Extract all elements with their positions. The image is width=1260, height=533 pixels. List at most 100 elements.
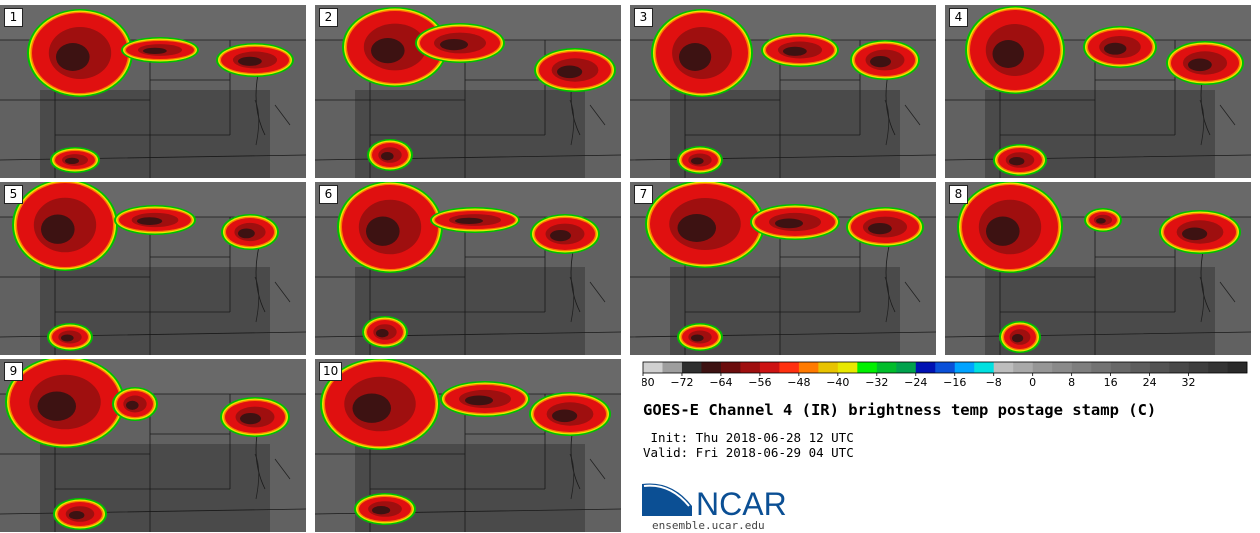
main-convective-system bbox=[342, 7, 448, 87]
map-panel: 2 bbox=[315, 5, 621, 178]
ir-satellite-map bbox=[315, 5, 621, 178]
member-number-label: 5 bbox=[4, 185, 23, 204]
colorbar-segment bbox=[954, 362, 975, 373]
storm-cell bbox=[114, 205, 196, 235]
storm-cell bbox=[1166, 41, 1244, 85]
main-convective-system bbox=[965, 6, 1065, 94]
storm-cell bbox=[415, 23, 505, 63]
colorbar-tick-label: 0 bbox=[1029, 376, 1036, 387]
ir-satellite-map bbox=[0, 5, 306, 178]
main-convective-system bbox=[12, 182, 118, 271]
storm-cell bbox=[216, 43, 294, 77]
member-number-label: 3 bbox=[634, 8, 653, 27]
member-number-label: 7 bbox=[634, 185, 653, 204]
colorbar-segment bbox=[974, 362, 995, 373]
storm-cell bbox=[534, 48, 616, 92]
map-panel: 10 bbox=[315, 359, 621, 532]
ir-satellite-map bbox=[630, 5, 936, 178]
colorbar-tick-label: 16 bbox=[1104, 376, 1118, 387]
colorbar-segment bbox=[935, 362, 956, 373]
colorbar-segment bbox=[1188, 362, 1209, 373]
colorbar-segment bbox=[681, 362, 702, 373]
colorbar-segment bbox=[1130, 362, 1150, 373]
member-number-label: 9 bbox=[4, 362, 23, 381]
main-convective-system bbox=[337, 182, 443, 273]
colorbar-segment bbox=[896, 362, 917, 373]
colorbar-tick-label: −72 bbox=[670, 376, 693, 387]
ir-satellite-map bbox=[315, 182, 621, 355]
colorbar-tick-label: 24 bbox=[1143, 376, 1157, 387]
map-panel: 1 bbox=[0, 5, 306, 178]
colorbar-tick-label: −32 bbox=[865, 376, 888, 387]
main-convective-system bbox=[957, 182, 1063, 273]
lake-outline bbox=[569, 453, 606, 500]
colorbar-segment bbox=[1149, 362, 1170, 373]
storm-cell bbox=[1083, 26, 1157, 68]
storm-cell bbox=[47, 323, 93, 351]
map-panel: 6 bbox=[315, 182, 621, 355]
colorbar-segment bbox=[701, 362, 722, 373]
chart-title: GOES-E Channel 4 (IR) brightness temp po… bbox=[643, 401, 1157, 419]
storm-cell bbox=[430, 207, 520, 233]
ir-satellite-map bbox=[945, 5, 1251, 178]
colorbar-segment bbox=[1169, 362, 1189, 373]
colorbar-tick-label: −16 bbox=[943, 376, 966, 387]
member-number-label: 8 bbox=[949, 185, 968, 204]
main-convective-system bbox=[27, 9, 133, 97]
colorbar-segment bbox=[1110, 362, 1131, 373]
colorbar-segment bbox=[759, 362, 780, 373]
site-url: ensemble.ucar.edu bbox=[652, 519, 765, 532]
storm-cell bbox=[53, 498, 107, 530]
colorbar-segment bbox=[1227, 362, 1248, 373]
storm-cell bbox=[999, 321, 1041, 353]
colorbar-segment bbox=[643, 362, 663, 373]
storm-cell bbox=[850, 40, 920, 80]
map-panel: 9 bbox=[0, 359, 306, 532]
valid-time: Valid: Fri 2018-06-29 04 UTC bbox=[643, 445, 854, 460]
main-convective-system bbox=[320, 359, 440, 450]
member-number-label: 2 bbox=[319, 8, 338, 27]
colorbar-segment bbox=[876, 362, 897, 373]
colorbar-segment bbox=[740, 362, 761, 373]
storm-cell bbox=[112, 387, 158, 421]
ir-satellite-map bbox=[945, 182, 1251, 355]
colorbar-tick-label: −56 bbox=[748, 376, 771, 387]
colorbar-segment bbox=[915, 362, 936, 373]
map-panel: 4 bbox=[945, 5, 1251, 178]
init-time: Init: Thu 2018-06-28 12 UTC bbox=[643, 430, 854, 445]
colorbar-segment bbox=[1013, 362, 1033, 373]
colorbar-tick-label: −80 bbox=[642, 376, 655, 387]
colorbar-segment bbox=[1091, 362, 1111, 373]
storm-cell bbox=[440, 381, 530, 417]
colorbar-segment bbox=[720, 362, 741, 373]
colorbar-frame bbox=[642, 361, 1248, 374]
ncar-logo: NCAR bbox=[642, 483, 787, 518]
colorbar-segment bbox=[837, 362, 858, 373]
ir-satellite-map bbox=[630, 182, 936, 355]
storm-cell bbox=[121, 37, 199, 63]
colorbar-segment bbox=[1208, 362, 1228, 373]
map-panel: 7 bbox=[630, 182, 936, 355]
storm-cell bbox=[750, 204, 840, 240]
lake-outline bbox=[884, 99, 921, 146]
map-panel: 3 bbox=[630, 5, 936, 178]
colorbar-segment bbox=[993, 362, 1014, 373]
ncar-logo-text: NCAR bbox=[696, 486, 787, 518]
lake-outline bbox=[1199, 99, 1236, 146]
colorbar-segment bbox=[662, 362, 683, 373]
member-number-label: 4 bbox=[949, 8, 968, 27]
storm-cell bbox=[1084, 208, 1122, 232]
colorbar-segment bbox=[1032, 362, 1053, 373]
storm-cell bbox=[846, 207, 924, 247]
storm-cell bbox=[1159, 210, 1241, 254]
lake-outline bbox=[1199, 276, 1236, 323]
storm-cell bbox=[220, 397, 290, 437]
ir-satellite-map bbox=[315, 359, 621, 532]
storm-cell bbox=[677, 323, 723, 351]
ncar-logo-swoosh bbox=[643, 484, 690, 507]
storm-cell bbox=[354, 493, 416, 525]
colorbar-tick-label: −8 bbox=[986, 376, 1002, 387]
colorbar-tick-label: −64 bbox=[709, 376, 732, 387]
colorbar-segment bbox=[798, 362, 819, 373]
colorbar-segment bbox=[779, 362, 800, 373]
